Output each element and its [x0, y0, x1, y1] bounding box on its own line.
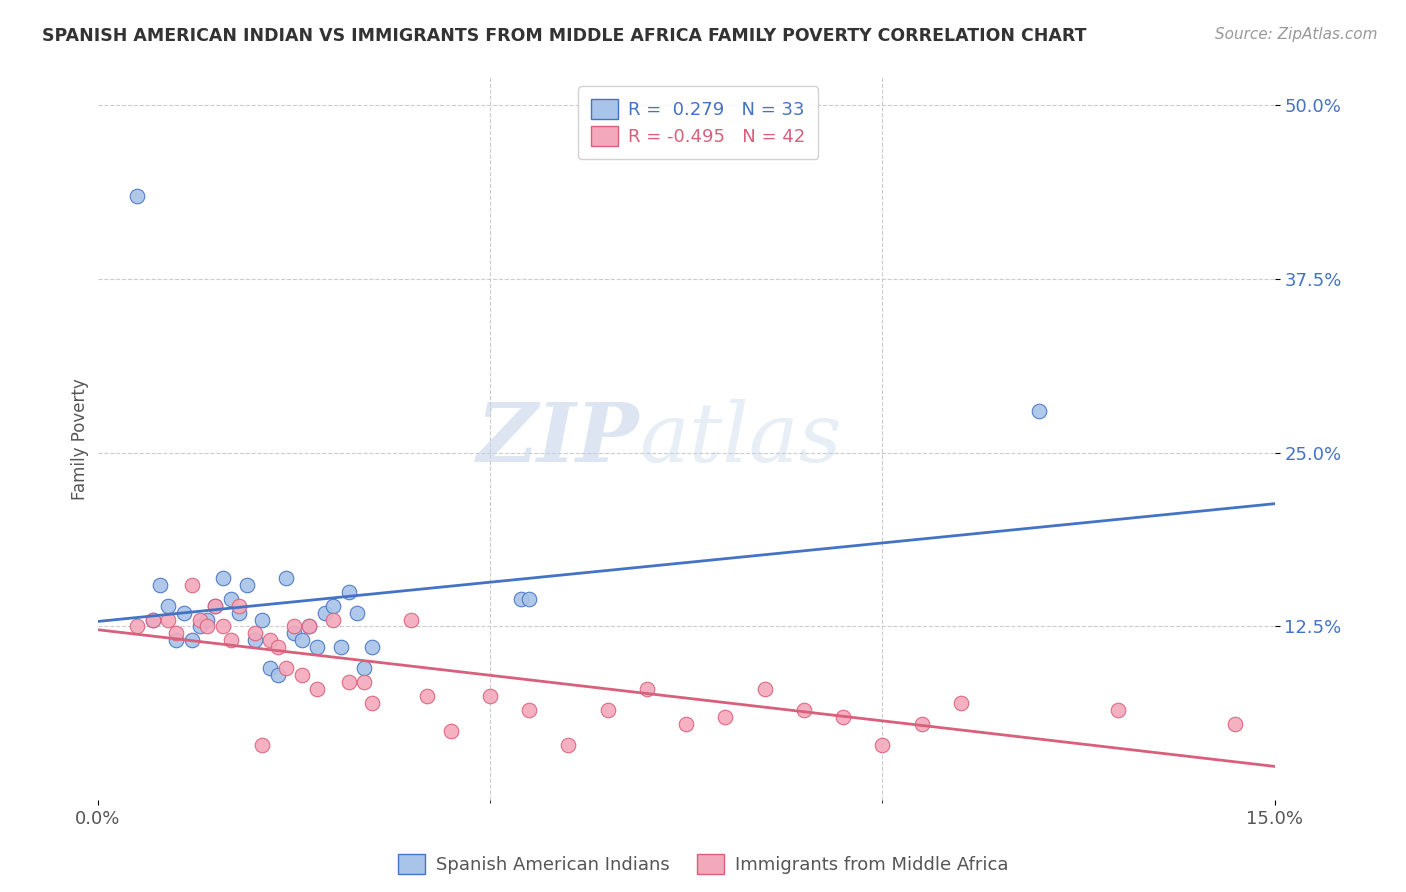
Point	[204, 599, 226, 613]
Point	[180, 633, 202, 648]
Point	[141, 613, 163, 627]
Point	[793, 703, 815, 717]
Text: atlas: atlas	[640, 399, 841, 479]
Point	[125, 188, 148, 202]
Point	[291, 668, 314, 682]
Point	[291, 633, 314, 648]
Legend: Spanish American Indians, Immigrants from Middle Africa: Spanish American Indians, Immigrants fro…	[389, 845, 1017, 883]
Point	[675, 716, 697, 731]
Point	[259, 661, 281, 675]
Point	[157, 613, 180, 627]
Point	[283, 619, 305, 633]
Point	[401, 613, 423, 627]
Point	[219, 591, 242, 606]
Point	[204, 599, 226, 613]
Point	[557, 738, 579, 752]
Point	[173, 606, 195, 620]
Text: ZIP: ZIP	[477, 399, 640, 479]
Point	[314, 606, 336, 620]
Point	[283, 626, 305, 640]
Point	[149, 578, 172, 592]
Point	[1028, 404, 1050, 418]
Point	[243, 633, 266, 648]
Point	[188, 613, 211, 627]
Point	[440, 723, 463, 738]
Point	[219, 633, 242, 648]
Point	[157, 599, 180, 613]
Point	[252, 613, 274, 627]
Point	[346, 606, 368, 620]
Point	[180, 578, 202, 592]
Point	[1225, 716, 1247, 731]
Point	[252, 738, 274, 752]
Point	[910, 716, 932, 731]
Point	[416, 689, 439, 703]
Point	[188, 619, 211, 633]
Point	[361, 640, 384, 655]
Point	[307, 681, 329, 696]
Point	[337, 675, 360, 690]
Point	[197, 613, 219, 627]
Point	[949, 696, 972, 710]
Point	[197, 619, 219, 633]
Point	[235, 578, 257, 592]
Point	[228, 606, 250, 620]
Point	[165, 633, 187, 648]
Point	[361, 696, 384, 710]
Point	[636, 681, 658, 696]
Y-axis label: Family Poverty: Family Poverty	[72, 378, 89, 500]
Point	[353, 661, 375, 675]
Point	[307, 640, 329, 655]
Point	[243, 626, 266, 640]
Legend: R =  0.279   N = 33, R = -0.495   N = 42: R = 0.279 N = 33, R = -0.495 N = 42	[578, 87, 818, 159]
Point	[754, 681, 776, 696]
Text: Source: ZipAtlas.com: Source: ZipAtlas.com	[1215, 27, 1378, 42]
Point	[212, 571, 235, 585]
Point	[832, 710, 855, 724]
Point	[141, 613, 163, 627]
Point	[517, 703, 540, 717]
Point	[353, 675, 375, 690]
Point	[298, 619, 321, 633]
Point	[228, 599, 250, 613]
Point	[714, 710, 737, 724]
Point	[125, 619, 148, 633]
Point	[259, 633, 281, 648]
Text: SPANISH AMERICAN INDIAN VS IMMIGRANTS FROM MIDDLE AFRICA FAMILY POVERTY CORRELAT: SPANISH AMERICAN INDIAN VS IMMIGRANTS FR…	[42, 27, 1087, 45]
Point	[267, 640, 290, 655]
Point	[322, 613, 344, 627]
Point	[478, 689, 501, 703]
Point	[274, 661, 297, 675]
Point	[212, 619, 235, 633]
Point	[165, 626, 187, 640]
Point	[298, 619, 321, 633]
Point	[1107, 703, 1129, 717]
Point	[267, 668, 290, 682]
Point	[596, 703, 619, 717]
Point	[517, 591, 540, 606]
Point	[510, 591, 533, 606]
Point	[337, 584, 360, 599]
Point	[322, 599, 344, 613]
Point	[872, 738, 894, 752]
Point	[329, 640, 352, 655]
Point	[274, 571, 297, 585]
